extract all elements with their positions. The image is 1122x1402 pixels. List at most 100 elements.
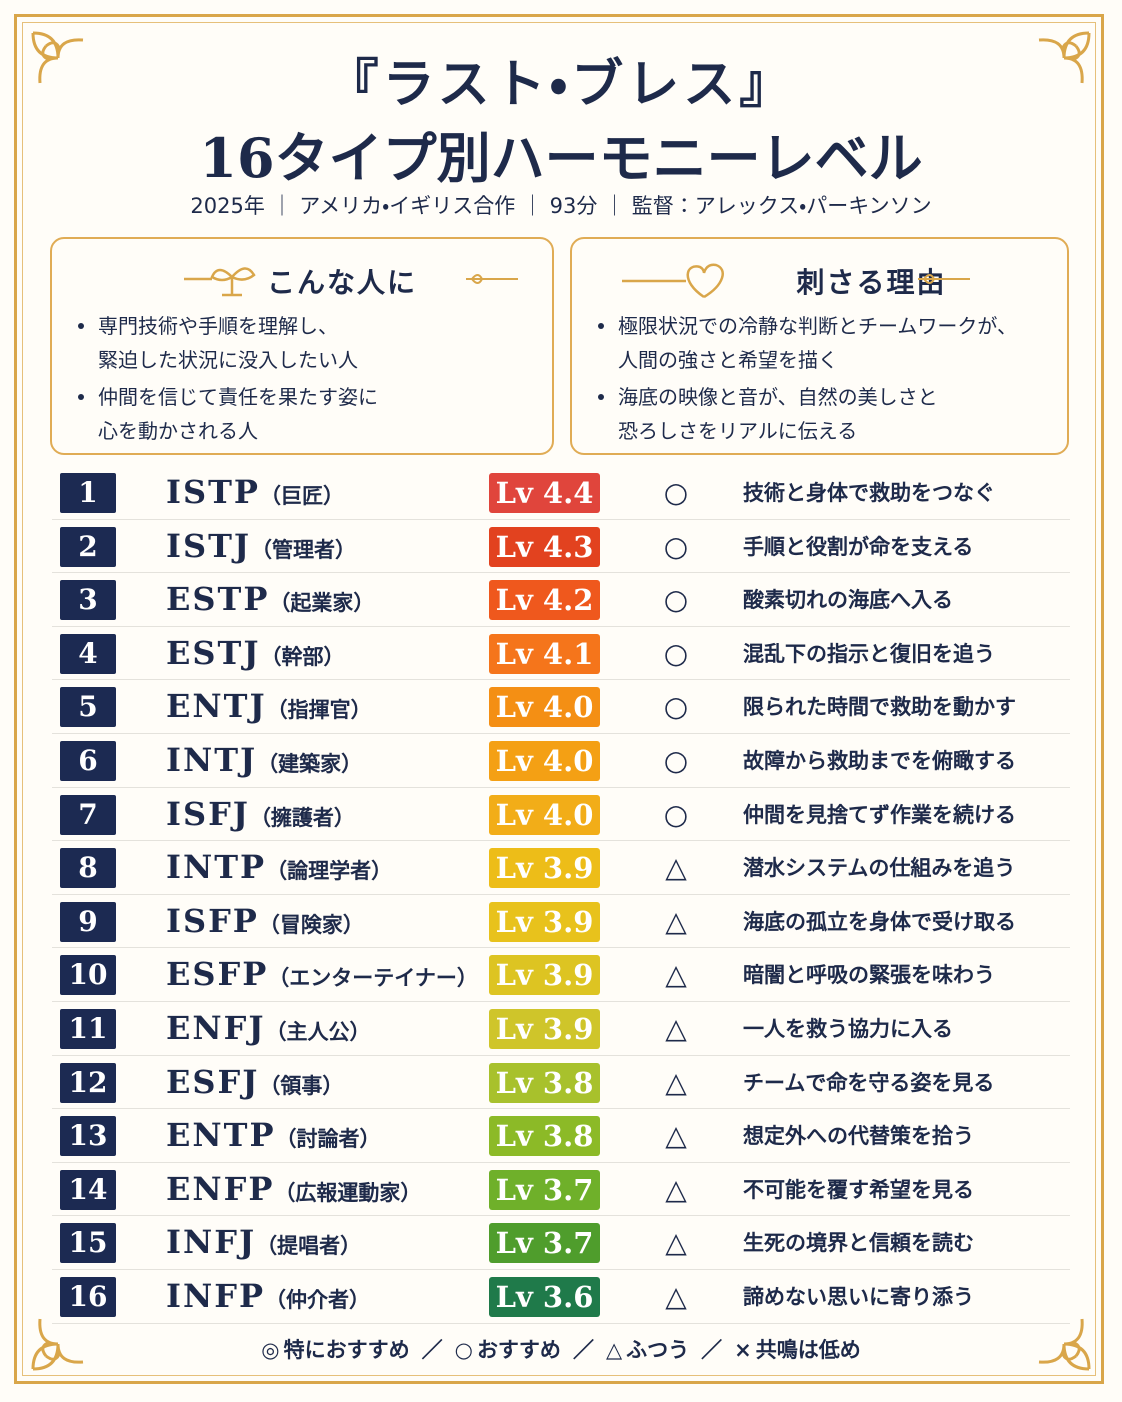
- panel: 刺さる理由 極限状況での冷静な判断とチームワークが、 人間の強さと希望を描く 海底…: [570, 237, 1069, 455]
- rank: 3: [60, 580, 116, 621]
- table-row: 16 INFP（仲介者） Lv 3.6 △ 諦めない思いに寄り添う: [52, 1270, 1070, 1324]
- outer-frame: [14, 14, 1104, 1384]
- table-row: 9 ISFP（冒険家） Lv 3.9 △ 海底の孤立を身体で受け取る: [52, 895, 1070, 949]
- mark: △: [665, 1119, 687, 1153]
- mark: ○: [663, 476, 689, 509]
- rank: 14: [60, 1169, 116, 1210]
- type-cell: INFP（仲介者）: [166, 1276, 370, 1320]
- rank: 1: [60, 473, 116, 513]
- rank: 8: [60, 848, 116, 889]
- mark: ○: [663, 690, 689, 724]
- type-cell: INFJ（提唱者）: [166, 1222, 361, 1266]
- comment: 諦めない思いに寄り添う: [743, 1285, 974, 1309]
- role: （主人公）: [265, 1020, 371, 1044]
- type: INFP: [166, 1277, 265, 1315]
- type-cell: ESFJ（領事）: [166, 1062, 343, 1106]
- corner-ornament: [31, 1318, 84, 1371]
- type: ENFJ: [166, 1009, 266, 1047]
- role: （指揮官）: [266, 698, 372, 723]
- type: ISTP: [166, 473, 260, 511]
- mark: △: [665, 1226, 687, 1260]
- table-row: 6 INTJ（建築家） Lv 4.0 ○ 故障から救助までを俯瞰する: [52, 734, 1070, 788]
- type-cell: ISFP（冒険家）: [166, 901, 364, 945]
- table-row: 10 ESFP（エンターテイナー） Lv 3.9 △ 暗闇と呼吸の緊張を味わう: [52, 948, 1070, 1002]
- type-cell: ISTP（巨匠）: [166, 472, 344, 516]
- mark: △: [665, 1280, 687, 1313]
- comment: 潜水システムの仕組みを追う: [743, 856, 1016, 881]
- legend-symbol: ◎: [261, 1338, 280, 1362]
- rank: 12: [60, 1062, 116, 1103]
- rank: 10: [60, 955, 116, 996]
- type: ENFP: [166, 1169, 275, 1208]
- role: （広報運動家）: [274, 1180, 422, 1205]
- table-row: 11 ENFJ（主人公） Lv 3.9 △ 一人を救う協力に入る: [52, 1002, 1070, 1056]
- corner-ornament: [1038, 1318, 1091, 1371]
- comment: 技術と身体で救助をつなぐ: [743, 481, 995, 505]
- panel-title-text: 刺さる理由: [796, 266, 947, 299]
- level-badge: Lv 3.6: [489, 1277, 600, 1317]
- meta: 2025年 ｜ アメリカ・イギリス合作 ｜ 93分 ｜ 監督：アレックス・パーキ…: [190, 194, 932, 218]
- panel-item: 海底の映像と音が、自然の美しさと 恐ろしさをリアルに伝える: [594, 380, 1017, 448]
- role: （仲介者）: [265, 1288, 370, 1312]
- mark: △: [665, 851, 687, 885]
- mark: △: [665, 1012, 687, 1045]
- rank: 2: [60, 526, 116, 567]
- comment: 仲間を見捨てず作業を続ける: [743, 802, 1016, 827]
- level-badge: Lv 3.9: [489, 848, 600, 889]
- inner-frame: [22, 22, 1096, 1376]
- role: （起業家）: [269, 591, 375, 616]
- level-badge: Lv 4.2: [489, 580, 600, 621]
- type: ISFP: [166, 901, 259, 940]
- role: （巨匠）: [259, 484, 344, 508]
- level-badge: Lv 3.7: [489, 1169, 600, 1210]
- type-cell: ISFJ（擁護者）: [166, 794, 355, 838]
- mark: ○: [663, 583, 689, 617]
- divider-ornament: [466, 274, 518, 284]
- panel-list: 専門技術や手順を理解し、 緊迫した状況に没入したい人 仲間を信じて責任を果たす姿に…: [74, 309, 378, 451]
- comment: 生死の境界と信頼を読む: [743, 1231, 974, 1256]
- mark: △: [665, 904, 687, 938]
- mark: △: [665, 1065, 687, 1099]
- mark: ○: [663, 529, 689, 563]
- legend-label: 特におすすめ: [283, 1338, 410, 1362]
- type: ESFP: [166, 955, 269, 994]
- role: （エンターテイナー）: [268, 966, 478, 991]
- table-row: 2 ISTJ（管理者） Lv 4.3 ○ 手順と役割が命を支える: [52, 520, 1070, 574]
- table-row: 5 ENTJ（指揮官） Lv 4.0 ○ 限られた時間で救助を動かす: [52, 680, 1070, 734]
- type: ENTJ: [166, 687, 267, 726]
- comment: チームで命を守る姿を見る: [743, 1070, 995, 1095]
- panel-title: こんな人に: [72, 261, 572, 301]
- table-row: 4 ESTJ（幹部） Lv 4.1 ○ 混乱下の指示と復旧を追う: [52, 627, 1070, 681]
- legend-separator: ／: [701, 1338, 723, 1362]
- legend-separator: ／: [421, 1338, 443, 1362]
- type-cell: ESTJ（幹部）: [166, 633, 344, 677]
- level-badge: Lv 4.0: [489, 741, 600, 781]
- type-cell: ENTP（討論者）: [166, 1115, 381, 1159]
- rank: 5: [60, 687, 116, 728]
- legend-separator: ／: [572, 1338, 594, 1362]
- level-badge: Lv 4.1: [489, 633, 600, 674]
- sprout-icon: [184, 267, 256, 297]
- level-badge: Lv 3.7: [489, 1223, 600, 1264]
- title: 16タイプ別ハーモニーレベル: [199, 126, 923, 190]
- legend-symbol: ○: [454, 1338, 473, 1362]
- comment: 酸素切れの海底へ入る: [743, 588, 953, 613]
- comment: 海底の孤立を身体で受け取る: [743, 909, 1016, 934]
- type: INTJ: [166, 741, 258, 779]
- title: 『ラスト・ブレス』: [326, 54, 796, 115]
- table-row: 1 ISTP（巨匠） Lv 4.4 ○ 技術と身体で救助をつなぐ: [52, 466, 1070, 520]
- level-badge: Lv 4.3: [489, 526, 600, 567]
- table-row: 13 ENTP（討論者） Lv 3.8 △ 想定外への代替策を拾う: [52, 1109, 1070, 1163]
- role: （提唱者）: [256, 1234, 362, 1259]
- legend-label: 共鳴は低め: [755, 1338, 861, 1362]
- role: （擁護者）: [249, 805, 355, 830]
- table-row: 3 ESTP（起業家） Lv 4.2 ○ 酸素切れの海底へ入る: [52, 573, 1070, 627]
- role: （領事）: [259, 1073, 344, 1098]
- role: （建築家）: [257, 752, 363, 776]
- rank: 16: [60, 1277, 116, 1317]
- level-badge: Lv 4.4: [489, 473, 600, 513]
- corner-ornament: [1038, 31, 1091, 84]
- mark: △: [665, 958, 687, 992]
- mark: △: [665, 1172, 687, 1206]
